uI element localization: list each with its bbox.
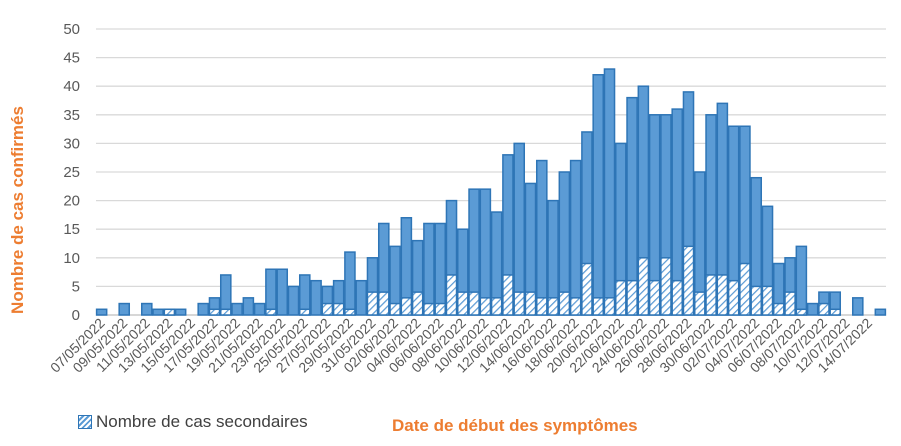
bar-secondary [332,302,345,316]
y-axis-ticks: 0 5 10 15 20 25 30 35 40 45 50 [63,21,80,324]
bar-confirmed [423,222,435,316]
bar-secondary [637,257,650,316]
bar-secondary [208,308,221,316]
bar-secondary [784,291,796,316]
bar-secondary [513,291,526,316]
bars [95,68,887,316]
bar-secondary [581,262,593,316]
bar-secondary [479,297,492,316]
bar-confirmed [197,302,210,316]
bar-secondary [739,262,751,316]
bar-secondary [727,279,740,316]
bar-secondary [660,257,672,316]
svg-text:50: 50 [63,21,80,38]
bar-secondary [298,308,311,316]
bar-confirmed [152,308,164,316]
bar-secondary [434,302,447,316]
bar-secondary [693,291,706,316]
svg-text:30: 30 [63,135,80,152]
bar-secondary [761,285,774,316]
bar-secondary [569,297,582,316]
x-axis-label: Date de début des symptômes [392,416,638,435]
bar-secondary [445,274,458,316]
bar-confirmed [535,159,548,316]
bar-secondary [490,297,503,316]
bar-confirmed [287,285,300,316]
bar-confirmed [265,268,277,316]
bar-confirmed [592,74,605,316]
svg-text:45: 45 [63,50,80,67]
bar-confirmed [310,279,322,316]
hatched-swatch-icon [78,415,92,429]
bar-secondary [829,308,842,316]
bar-secondary [795,308,808,316]
bar-secondary [377,291,390,316]
svg-text:35: 35 [63,107,80,124]
bar-confirmed [806,302,819,316]
bar-confirmed [795,245,808,316]
bar-secondary [411,291,424,316]
bar-secondary [671,279,684,316]
bar-confirmed [276,268,289,316]
bar-confirmed [95,308,108,316]
bar-secondary [400,297,413,316]
bar-secondary [344,308,356,316]
bar-secondary [705,274,717,316]
bar-confirmed [479,188,492,316]
bar-confirmed [174,308,187,316]
svg-text:25: 25 [63,164,80,181]
bar-secondary [750,285,763,316]
bar-secondary [547,297,559,316]
bar-confirmed [231,302,243,316]
svg-text:15: 15 [63,221,80,238]
bar-secondary [558,291,571,316]
bar-confirmed [851,297,864,316]
bar-confirmed [603,68,616,316]
bar-secondary [502,274,514,316]
bar-confirmed [253,302,266,316]
bar-secondary [614,279,627,316]
legend: Nombre de cas secondaires [78,412,308,432]
bar-secondary [524,291,537,316]
bar-confirmed [344,251,356,316]
bar-secondary [321,302,334,316]
bar-confirmed [242,297,255,316]
bar-confirmed [434,222,447,316]
bar-secondary [626,279,638,316]
legend-label-secondary: Nombre de cas secondaires [96,412,308,431]
svg-text:5: 5 [72,278,80,295]
bar-confirmed [569,159,582,316]
bar-secondary [456,291,469,316]
svg-text:0: 0 [72,307,80,324]
bar-secondary [716,274,729,316]
bar-secondary [818,302,830,316]
bar-secondary [423,302,435,316]
svg-text:40: 40 [63,78,80,95]
bar-confirmed [874,308,887,316]
bar-confirmed [513,142,526,316]
bar-secondary [389,302,401,316]
bar-secondary [592,297,605,316]
svg-text:10: 10 [63,250,80,267]
bar-secondary [603,297,616,316]
bar-secondary [265,308,277,316]
bar-secondary [682,245,695,316]
bar-secondary [468,291,480,316]
bar-secondary [648,279,661,316]
bar-secondary [219,308,232,316]
svg-text:20: 20 [63,193,80,210]
y-axis-label: Nombre de cas confirmés [8,106,27,314]
bar-secondary [366,291,379,316]
bar-confirmed [118,302,131,316]
x-axis-ticks: 07/05/202209/05/202211/05/202213/05/2022… [47,315,875,376]
bar-secondary [535,297,548,316]
bar-confirmed [140,302,153,316]
bar-confirmed [355,279,368,316]
bar-secondary [772,302,785,316]
bar-secondary [163,308,176,316]
